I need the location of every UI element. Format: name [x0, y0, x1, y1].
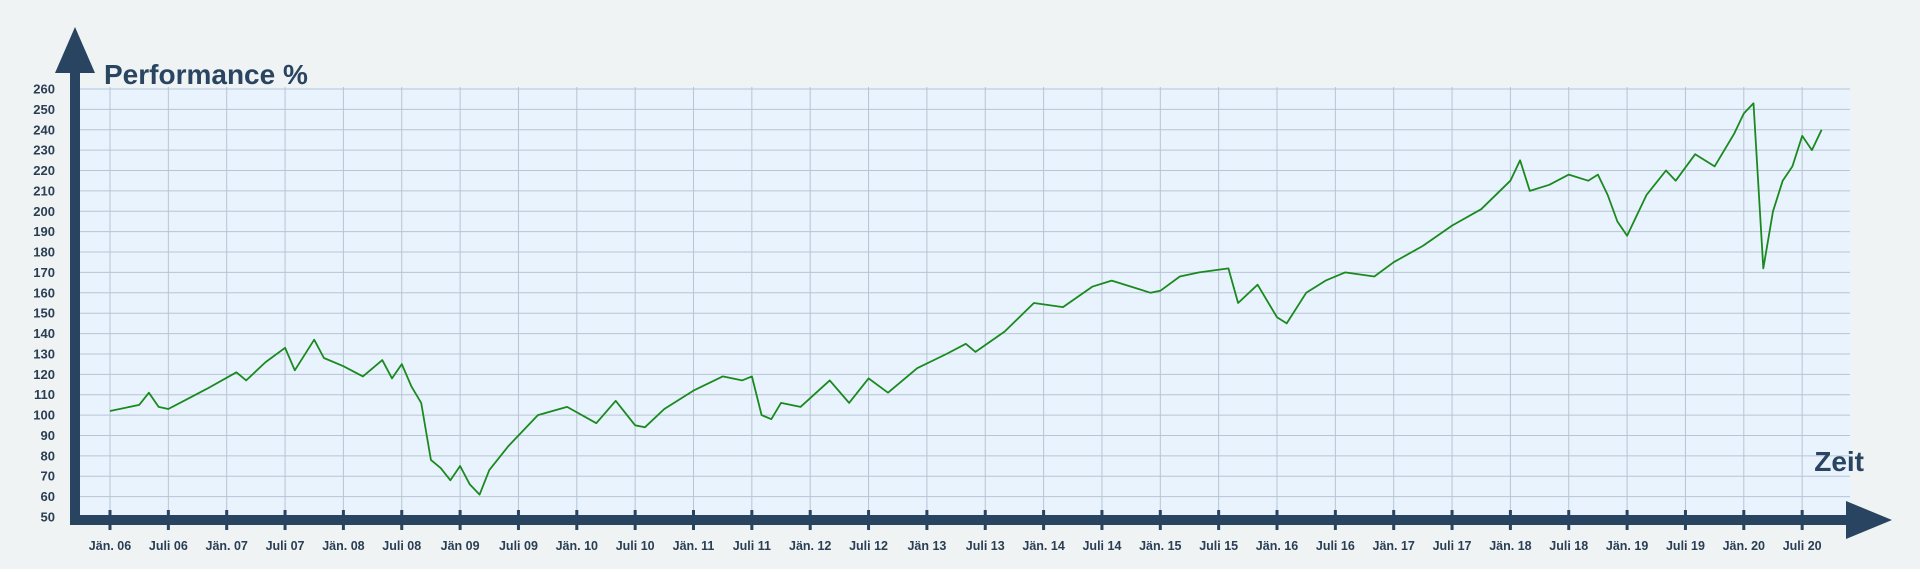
x-tick-label: Jän. 18: [1489, 539, 1531, 553]
x-tick-label: Jän 13: [907, 539, 946, 553]
y-tick-label: 200: [33, 204, 55, 219]
x-tick-label: Juli 17: [1433, 539, 1472, 553]
y-tick-label: 190: [33, 224, 55, 239]
x-tick-label: Juli 14: [1082, 539, 1121, 553]
y-tick-label: 230: [33, 143, 55, 158]
x-tick-label: Jän. 10: [556, 539, 598, 553]
x-tick-label: Jän. 19: [1606, 539, 1648, 553]
x-tick-label: Jän. 20: [1723, 539, 1765, 553]
x-tick-label: Juli 10: [616, 539, 655, 553]
x-tick-label: Juli 18: [1549, 539, 1588, 553]
y-tick-label: 90: [41, 428, 55, 443]
x-tick-label: Juli 16: [1316, 539, 1355, 553]
y-tick-label: 120: [33, 367, 55, 382]
y-tick-label: 240: [33, 122, 55, 137]
axes: [55, 27, 1892, 539]
y-tick-label: 260: [33, 82, 55, 97]
x-tick-label: Juli 20: [1783, 539, 1822, 553]
x-tick-label: Jän. 16: [1256, 539, 1298, 553]
x-tick-label: Jän. 15: [1139, 539, 1181, 553]
y-tick-label: 70: [41, 469, 55, 484]
x-tick-label: Juli 09: [499, 539, 538, 553]
y-tick-label: 100: [33, 408, 55, 423]
x-tick-label: Juli 19: [1666, 539, 1705, 553]
x-tick-label: Jän. 14: [1022, 539, 1064, 553]
y-tick-label: 220: [33, 163, 55, 178]
x-tick-label: Juli 07: [266, 539, 305, 553]
x-tick-label: Jän. 11: [673, 539, 715, 553]
x-tick-label: Jän. 06: [89, 539, 131, 553]
x-tick-label: Jän. 12: [789, 539, 831, 553]
y-tick-label: 180: [33, 245, 55, 260]
y-tick-label: 160: [33, 285, 55, 300]
y-tick-label: 210: [33, 183, 55, 198]
y-axis-label: Performance %: [104, 59, 308, 90]
y-tick-label: 140: [33, 326, 55, 341]
y-tick-label: 110: [34, 387, 55, 402]
series-line: [109, 102, 1823, 496]
y-tick-label: 130: [33, 346, 55, 361]
x-tick-label: Jän. 17: [1373, 539, 1415, 553]
y-ticks: 50 60 70 80 90 100 110 120 130 140 150 160 170 180 190…: [33, 82, 55, 525]
x-tick-label: Jän. 07: [206, 539, 248, 553]
y-axis-arrow-icon: [55, 27, 95, 73]
x-tick-label: Juli 11: [733, 539, 771, 553]
plot-area: [75, 87, 1850, 515]
x-tick-label: Juli 15: [1199, 539, 1238, 553]
x-axis-arrow-icon: [1846, 501, 1892, 539]
x-ticks: Jän. 06 Juli 06 Jän. 07 Juli 07 Jän. 08 Juli …: [89, 510, 1822, 553]
y-tick-label: 50: [41, 510, 55, 525]
y-tick-label: 60: [41, 489, 55, 504]
y-tick-label: 80: [41, 448, 55, 463]
gridlines: [75, 87, 1850, 518]
y-tick-label: 250: [33, 102, 55, 117]
x-tick-label: Jän. 08: [322, 539, 364, 553]
x-tick-label: Juli 06: [149, 539, 188, 553]
x-tick-label: Juli 08: [382, 539, 421, 553]
y-tick-label: 150: [33, 306, 55, 321]
x-tick-label: Jän 09: [441, 539, 480, 553]
series-layer: [109, 102, 1823, 496]
x-axis-label: Zeit: [1814, 446, 1864, 477]
x-tick-label: Juli 13: [966, 539, 1005, 553]
x-tick-label: Juli 12: [849, 539, 888, 553]
y-tick-label: 170: [33, 265, 55, 280]
